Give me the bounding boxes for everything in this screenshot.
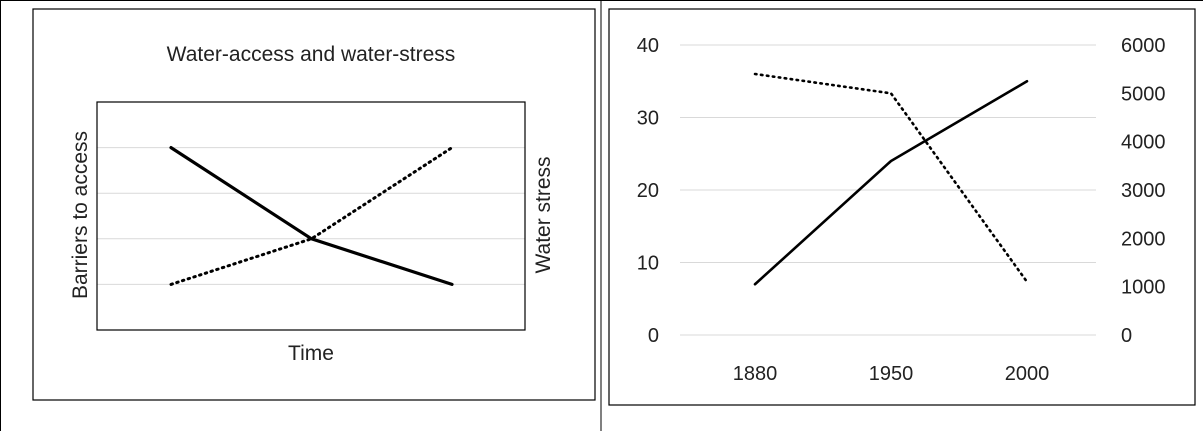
chart1-x-axis-label: Time (288, 342, 334, 365)
chart2-y-tick-label: 10 (637, 253, 659, 275)
chart1-series-line-dotted (169, 146, 454, 286)
chart1-series (169, 146, 454, 286)
chart2-y-tick-label: 20 (637, 180, 659, 202)
chart1-series-line-solid (169, 146, 454, 286)
chart2-y2-tick-label: 1000 (1121, 277, 1166, 299)
chart2-y2-tick-label: 2000 (1121, 228, 1166, 250)
chart1-border (32, 8, 596, 401)
chart2-x-tick-label: 1880 (733, 363, 778, 385)
chart1-title: Water-access and water-stress (167, 43, 456, 66)
chart1-y2-axis-label: Water stress (532, 156, 555, 273)
chart2-border (608, 8, 1196, 406)
chart2-series (753, 72, 1029, 286)
chart2-y2-tick-label: 0 (1121, 325, 1132, 347)
chart2-series-line-dotted (753, 72, 1029, 284)
chart2-x-tick-label: 2000 (1005, 363, 1050, 385)
chart2-tick-labels: 0 10 20 30 40 0 1000 2000 3000 4000 5000 6000 1880 19… (637, 35, 1166, 385)
chart2-series-line-solid (753, 79, 1029, 286)
chart2-y-tick-label: 30 (637, 108, 659, 130)
chart1-y-axis-label: Barriers to access (69, 131, 92, 299)
chart2-x-tick-label: 1950 (869, 363, 914, 385)
chart2-y2-tick-label: 5000 (1121, 83, 1166, 105)
chart-right-dual-axis: 0 10 20 30 40 0 1000 2000 3000 4000 5000 6000 1880 19… (608, 8, 1196, 406)
chart2-y-tick-label: 0 (648, 325, 659, 347)
chart2-y2-tick-label: 4000 (1121, 132, 1166, 154)
chart2-gridlines (680, 44, 1096, 336)
chart1-plot-area (96, 101, 526, 331)
chart2-y2-tick-label: 6000 (1121, 35, 1166, 57)
chart-water-access-stress: Water-access and water-stress Time Barri… (32, 8, 596, 401)
chart2-y-tick-label: 40 (637, 35, 659, 57)
chart2-y2-tick-label: 3000 (1121, 180, 1166, 202)
